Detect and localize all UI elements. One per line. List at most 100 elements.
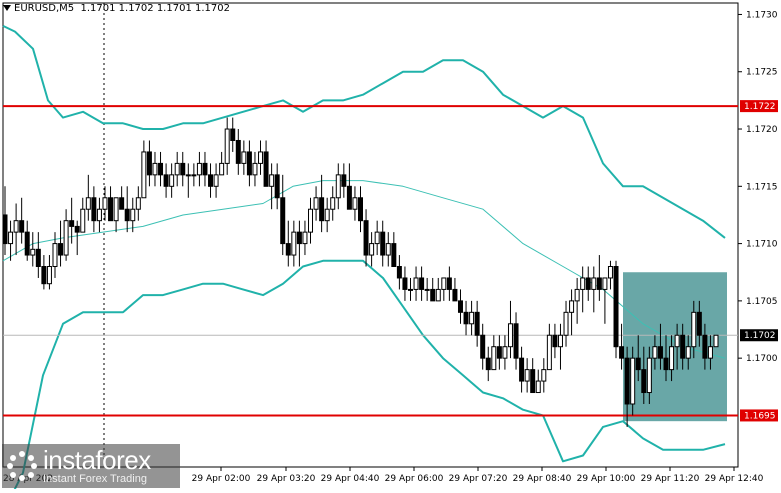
candle-body — [246, 151, 252, 176]
candle-body — [607, 266, 613, 279]
candle-body — [135, 197, 141, 210]
x-tick-label: 29 Apr 08:40 — [513, 474, 572, 484]
candle-body — [102, 197, 108, 210]
candle-body — [219, 162, 225, 176]
candle-body — [613, 266, 619, 348]
level-label-bg — [740, 100, 778, 113]
current-price-label: 1.1702 — [744, 331, 776, 341]
candle-body — [341, 174, 347, 187]
candle-body — [491, 346, 497, 371]
candle-body — [530, 369, 536, 394]
candle-body — [174, 162, 180, 176]
candle-body — [69, 220, 75, 227]
y-tick-label: 1.1710 — [746, 240, 778, 250]
level-label: 1.1722 — [744, 102, 776, 112]
candle-body — [685, 346, 691, 359]
candle-body — [374, 231, 380, 245]
level-label: 1.1695 — [744, 411, 776, 421]
candle-body — [669, 346, 675, 371]
candle-body — [152, 162, 158, 176]
candle-body — [96, 208, 102, 222]
candle-body — [52, 243, 58, 268]
candle-body — [513, 323, 519, 359]
brand-slogan: Instant Forex Trading — [43, 473, 147, 485]
candle-body — [124, 208, 130, 222]
candle-body — [258, 151, 264, 164]
brand-name: instaforex — [43, 445, 151, 475]
candle-body — [624, 357, 630, 405]
candle-body — [546, 334, 552, 371]
chart-header: EURUSD,M5 1.1701 1.1702 1.1701 1.1702 — [3, 3, 230, 14]
candle-body — [63, 220, 69, 256]
candle-body — [713, 334, 719, 348]
candle-body — [285, 243, 291, 256]
candle-body — [430, 288, 436, 302]
candle-body — [707, 346, 713, 359]
x-tick-label: 29 Apr 04:40 — [321, 474, 380, 484]
candle-body — [507, 323, 513, 348]
level-label-bg — [740, 409, 778, 422]
candle-body — [85, 197, 91, 210]
candle-body — [569, 300, 575, 313]
candle-body — [158, 162, 164, 176]
candle-body — [424, 288, 430, 291]
candle-body — [352, 197, 358, 210]
candle-body — [235, 139, 241, 164]
candle-body — [113, 197, 119, 222]
candle-body — [302, 231, 308, 245]
candle-body — [163, 174, 169, 187]
current-price-label-bg — [740, 329, 778, 342]
candle-body — [274, 174, 280, 199]
candle-body — [591, 277, 597, 290]
candle-body — [280, 197, 286, 245]
candle-body — [241, 151, 247, 164]
candle-body — [8, 231, 14, 245]
candle-body — [496, 346, 502, 359]
symbol-label: EURUSD,M5 — [14, 3, 75, 14]
x-tick-label: 29 Apr 12:40 — [705, 474, 764, 484]
candle-body — [130, 208, 136, 222]
y-tick-label: 1.1715 — [746, 182, 778, 192]
candle-body — [413, 277, 419, 290]
candle-body — [630, 357, 636, 405]
candle-body — [696, 311, 702, 336]
candle-body — [2, 214, 8, 245]
y-tick-label: 1.1730 — [746, 10, 778, 20]
y-tick-label: 1.1705 — [746, 297, 778, 307]
dropdown-triangle-icon[interactable] — [3, 5, 11, 11]
candle-body — [296, 231, 302, 245]
candle-body — [369, 243, 375, 256]
x-tick-label: 29 Apr 07:20 — [449, 474, 508, 484]
candle-body — [641, 369, 647, 394]
candle-body — [46, 266, 52, 285]
candle-body — [74, 225, 80, 233]
candle-body — [524, 369, 530, 382]
candle-body — [358, 197, 363, 222]
candle-body — [663, 357, 669, 371]
candle-body — [335, 174, 341, 199]
x-tick-label: 29 Apr 11:20 — [641, 474, 700, 484]
candle-body — [35, 248, 41, 268]
candle-body — [485, 357, 491, 371]
candle-body — [602, 277, 608, 290]
candle-body — [619, 346, 625, 359]
candle-body — [419, 277, 425, 290]
candle-body — [319, 197, 325, 222]
candle-body — [252, 162, 258, 176]
candle-body — [469, 311, 475, 325]
candle-body — [363, 220, 369, 256]
x-tick-label: 29 Apr 10:00 — [577, 474, 636, 484]
candle-body — [91, 197, 97, 222]
candle-body — [185, 174, 191, 177]
lower-band-line — [11, 259, 726, 493]
candle-body — [202, 162, 208, 176]
candle-body — [557, 334, 563, 348]
candle-body — [635, 357, 641, 371]
candle-body — [652, 346, 658, 359]
candle-body — [457, 300, 463, 313]
candle-body — [657, 346, 663, 359]
candle-body — [446, 277, 452, 290]
candle-body — [552, 334, 558, 348]
